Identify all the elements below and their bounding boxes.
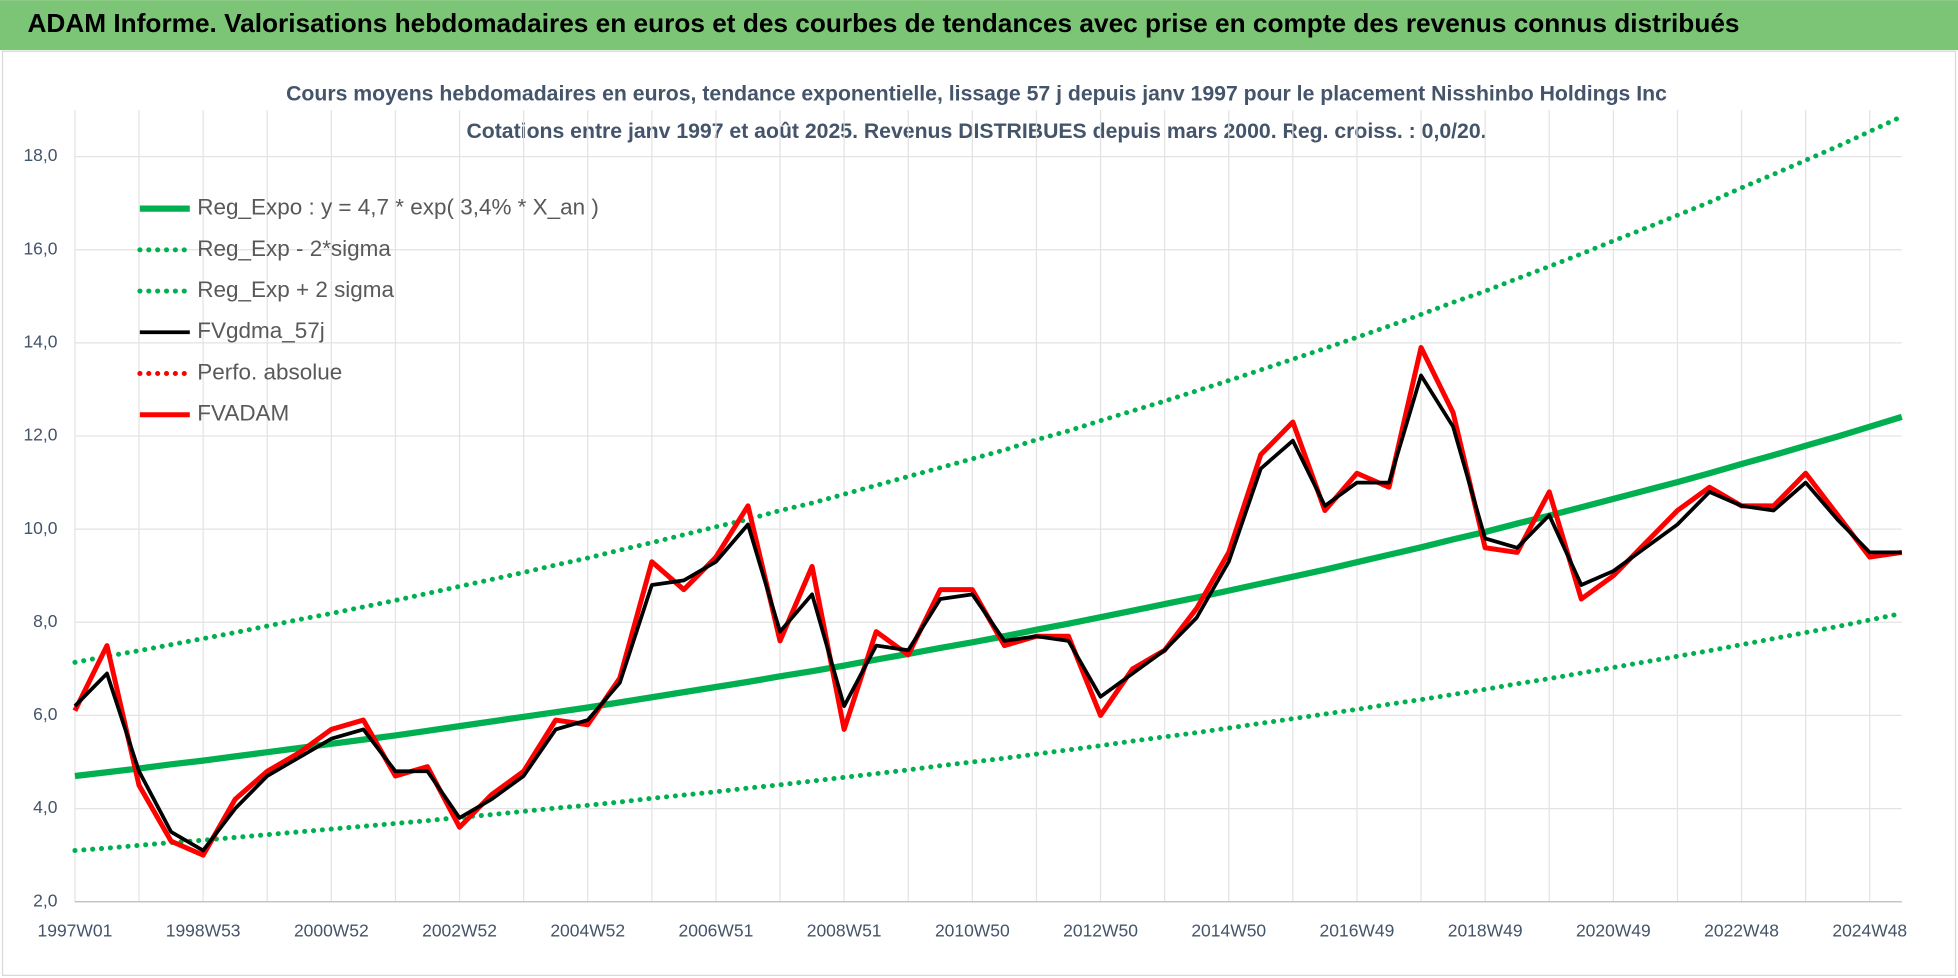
y-tick-label: 4,0 [33, 797, 58, 817]
x-tick-label: 2004W52 [550, 920, 625, 940]
x-tick-label: 1997W01 [38, 920, 113, 940]
x-tick-label: 2010W50 [935, 920, 1010, 940]
series-line [72, 610, 1905, 853]
legend-label: FVgdma_57j [197, 318, 324, 343]
y-tick-label: 8,0 [33, 611, 58, 631]
series-line [72, 345, 1903, 858]
chart-subtitle: Cotations entre janv 1997 et août 2025. … [466, 120, 1486, 143]
legend-label: Perfo. absolue [197, 359, 342, 384]
legend-label: Reg_Exp - 2*sigma [197, 236, 391, 261]
chart-frame [1, 50, 1957, 977]
x-tick-label: 2020W49 [1576, 920, 1651, 940]
y-tick-label: 10,0 [23, 518, 57, 538]
y-tick-label: 6,0 [33, 704, 58, 724]
header-bar [0, 0, 1958, 51]
x-tick-label: 2018W49 [1448, 920, 1523, 940]
y-tick-label: 12,0 [23, 425, 57, 445]
x-tick-label: 2016W49 [1320, 920, 1395, 940]
x-tick-label: 2008W51 [807, 920, 882, 940]
y-tick-label: 2,0 [33, 890, 58, 910]
x-tick-label: 2012W50 [1063, 920, 1138, 940]
legend-label: Reg_Exp + 2 sigma [197, 277, 394, 302]
y-tick-label: 18,0 [23, 145, 57, 165]
x-tick-label: 2022W48 [1704, 920, 1779, 940]
x-tick-label: 2006W51 [679, 920, 754, 940]
x-tick-label: 2024W48 [1832, 920, 1907, 940]
legend-label: Reg_Expo : y = 4,7 * exp( 3,4% * X_an ) [197, 195, 599, 220]
x-tick-label: 2000W52 [294, 920, 369, 940]
legend-label: FVADAM [197, 401, 289, 426]
x-tick-label: 1998W53 [166, 920, 241, 940]
header-title: ADAM Informe. Valorisations hebdomadaire… [27, 8, 1739, 38]
y-tick-label: 16,0 [23, 238, 57, 258]
x-tick-label: 2014W50 [1191, 920, 1266, 940]
x-tick-label: 2002W52 [422, 920, 497, 940]
series-line [73, 373, 1902, 853]
y-tick-label: 14,0 [23, 331, 57, 351]
chart-title: Cours moyens hebdomadaires en euros, ten… [286, 83, 1667, 106]
series-line [74, 413, 1903, 780]
series-line [72, 114, 1905, 665]
